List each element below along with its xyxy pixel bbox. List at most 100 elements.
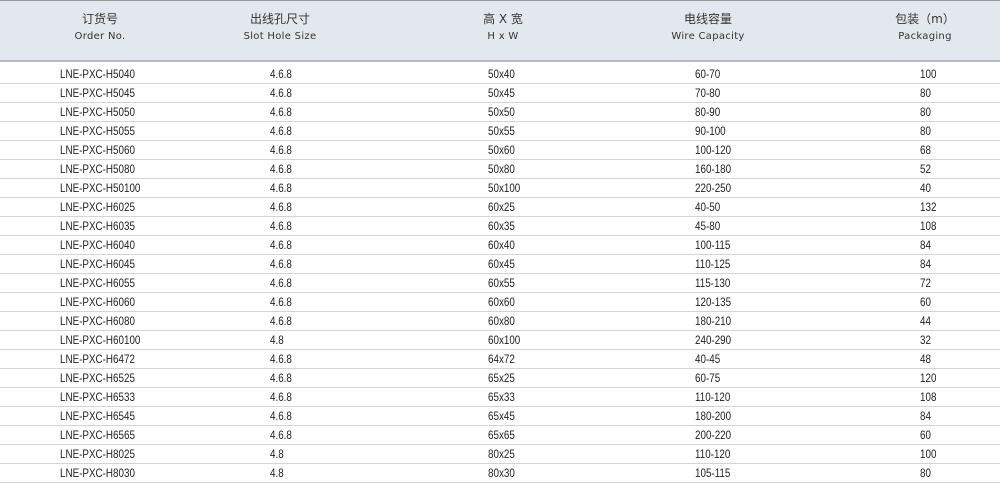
cell-h-x-w: 80x30 xyxy=(488,466,515,480)
column-header-packaging: 包装（m） Packaging xyxy=(895,10,955,46)
cell-h-x-w: 50x60 xyxy=(488,143,515,157)
cell-packaging: 80 xyxy=(920,466,931,480)
cell-h-x-w: 80x25 xyxy=(488,447,515,461)
table-row: LNE-PXC-H6025 4.6.8 60x25 40-50 132 xyxy=(0,198,1000,217)
column-header-wire-capacity: 电线容量 Wire Capacity xyxy=(671,10,744,46)
cell-h-x-w: 65x33 xyxy=(488,390,515,404)
cell-order-no: LNE-PXC-H6055 xyxy=(60,276,135,290)
cell-wire-capacity: 70-80 xyxy=(695,86,721,100)
cell-slot-hole-size: 4.6.8 xyxy=(270,105,292,119)
column-header-h-x-w: 高 X 宽 H x W xyxy=(483,10,523,46)
cell-order-no: LNE-PXC-H5055 xyxy=(60,124,135,138)
cell-packaging: 100 xyxy=(920,447,937,461)
cell-wire-capacity: 45-80 xyxy=(695,219,721,233)
cell-slot-hole-size: 4.6.8 xyxy=(270,86,292,100)
cell-wire-capacity: 80-90 xyxy=(695,105,721,119)
cell-h-x-w: 50x50 xyxy=(488,105,515,119)
cell-wire-capacity: 110-120 xyxy=(695,390,731,404)
cell-order-no: LNE-PXC-H6080 xyxy=(60,314,135,328)
cell-slot-hole-size: 4.6.8 xyxy=(270,181,292,195)
table-header: 订货号 Order No. 出线孔尺寸 Slot Hole Size 高 X 宽 H x … xyxy=(0,0,1000,62)
cell-order-no: LNE-PXC-H6035 xyxy=(60,219,135,233)
cell-h-x-w: 50x55 xyxy=(488,124,515,138)
cell-packaging: 120 xyxy=(920,371,937,385)
cell-wire-capacity: 40-45 xyxy=(695,352,721,366)
table-row: LNE-PXC-H6080 4.6.8 60x80 180-210 44 xyxy=(0,312,1000,331)
cell-wire-capacity: 60-75 xyxy=(695,371,721,385)
cell-slot-hole-size: 4.8 xyxy=(270,333,284,347)
cell-packaging: 80 xyxy=(920,105,931,119)
cell-h-x-w: 60x25 xyxy=(488,200,515,214)
cell-slot-hole-size: 4.6.8 xyxy=(270,295,292,309)
cell-slot-hole-size: 4.6.8 xyxy=(270,314,292,328)
cell-slot-hole-size: 4.6.8 xyxy=(270,257,292,271)
table-row: LNE-PXC-H8025 4.8 80x25 110-120 100 xyxy=(0,445,1000,464)
cell-packaging: 84 xyxy=(920,238,931,252)
cell-packaging: 100 xyxy=(920,67,937,81)
cell-order-no: LNE-PXC-H5045 xyxy=(60,86,135,100)
cell-slot-hole-size: 4.6.8 xyxy=(270,67,292,81)
column-header-en: Wire Capacity xyxy=(671,31,745,42)
cell-packaging: 80 xyxy=(920,86,931,100)
cell-wire-capacity: 120-135 xyxy=(695,295,732,309)
table-row: LNE-PXC-H60100 4.8 60x100 240-290 32 xyxy=(0,331,1000,350)
cell-h-x-w: 50x80 xyxy=(488,162,515,176)
cell-wire-capacity: 200-220 xyxy=(695,428,732,442)
column-header-cn: 电线容量 xyxy=(683,12,732,26)
table-row: LNE-PXC-H5055 4.6.8 50x55 90-100 80 xyxy=(0,122,1000,141)
cell-packaging: 44 xyxy=(920,314,931,328)
cell-order-no: LNE-PXC-H6472 xyxy=(60,352,135,366)
cell-h-x-w: 65x45 xyxy=(488,409,515,423)
cell-wire-capacity: 240-290 xyxy=(695,333,732,347)
cell-order-no: LNE-PXC-H6060 xyxy=(60,295,135,309)
cell-packaging: 84 xyxy=(920,257,931,271)
cell-wire-capacity: 90-100 xyxy=(695,124,726,138)
table-row: LNE-PXC-H5080 4.6.8 50x80 160-180 52 xyxy=(0,160,1000,179)
cell-h-x-w: 50x45 xyxy=(488,86,515,100)
column-header-cn: 出线孔尺寸 xyxy=(249,12,311,26)
cell-wire-capacity: 220-250 xyxy=(695,181,732,195)
cell-order-no: LNE-PXC-H6525 xyxy=(60,371,135,385)
cell-packaging: 40 xyxy=(920,181,931,195)
cell-packaging: 68 xyxy=(920,143,931,157)
cell-wire-capacity: 100-120 xyxy=(695,143,732,157)
column-header-en: Packaging xyxy=(898,31,952,42)
cell-slot-hole-size: 4.6.8 xyxy=(270,219,292,233)
cell-packaging: 108 xyxy=(920,219,937,233)
column-header-en: Slot Hole Size xyxy=(243,31,317,42)
cell-order-no: LNE-PXC-H6045 xyxy=(60,257,135,271)
cell-h-x-w: 65x25 xyxy=(488,371,515,385)
column-header-cn: 订货号 xyxy=(81,12,118,26)
cell-slot-hole-size: 4.6.8 xyxy=(270,143,292,157)
cell-h-x-w: 60x40 xyxy=(488,238,515,252)
table-row: LNE-PXC-H6545 4.6.8 65x45 180-200 84 xyxy=(0,407,1000,426)
cell-wire-capacity: 40-50 xyxy=(695,200,721,214)
cell-packaging: 32 xyxy=(920,333,931,347)
cell-packaging: 60 xyxy=(920,428,931,442)
cell-wire-capacity: 60-70 xyxy=(695,67,721,81)
cell-order-no: LNE-PXC-H6025 xyxy=(60,200,135,214)
cell-order-no: LNE-PXC-H5050 xyxy=(60,105,135,119)
cell-h-x-w: 64x72 xyxy=(488,352,515,366)
cell-slot-hole-size: 4.8 xyxy=(270,447,284,461)
column-header-slot-hole-size: 出线孔尺寸 Slot Hole Size xyxy=(244,10,317,46)
table-row: LNE-PXC-H6055 4.6.8 60x55 115-130 72 xyxy=(0,274,1000,293)
cell-h-x-w: 50x40 xyxy=(488,67,515,81)
cell-h-x-w: 60x60 xyxy=(488,295,515,309)
cell-slot-hole-size: 4.6.8 xyxy=(270,276,292,290)
cell-h-x-w: 50x100 xyxy=(488,181,521,195)
cell-order-no: LNE-PXC-H6545 xyxy=(60,409,135,423)
cell-h-x-w: 60x45 xyxy=(488,257,515,271)
cell-order-no: LNE-PXC-H6565 xyxy=(60,428,135,442)
cell-h-x-w: 60x35 xyxy=(488,219,515,233)
table-row: LNE-PXC-H6040 4.6.8 60x40 100-115 84 xyxy=(0,236,1000,255)
column-header-en: H x W xyxy=(487,31,519,42)
cell-packaging: 72 xyxy=(920,276,931,290)
cell-slot-hole-size: 4.6.8 xyxy=(270,371,292,385)
column-header-order-no: 订货号 Order No. xyxy=(75,10,126,46)
cell-wire-capacity: 105-115 xyxy=(695,466,731,480)
cell-order-no: LNE-PXC-H5080 xyxy=(60,162,135,176)
table-row: LNE-PXC-H6533 4.6.8 65x33 110-120 108 xyxy=(0,388,1000,407)
cell-packaging: 132 xyxy=(920,200,937,214)
cell-slot-hole-size: 4.8 xyxy=(270,466,284,480)
